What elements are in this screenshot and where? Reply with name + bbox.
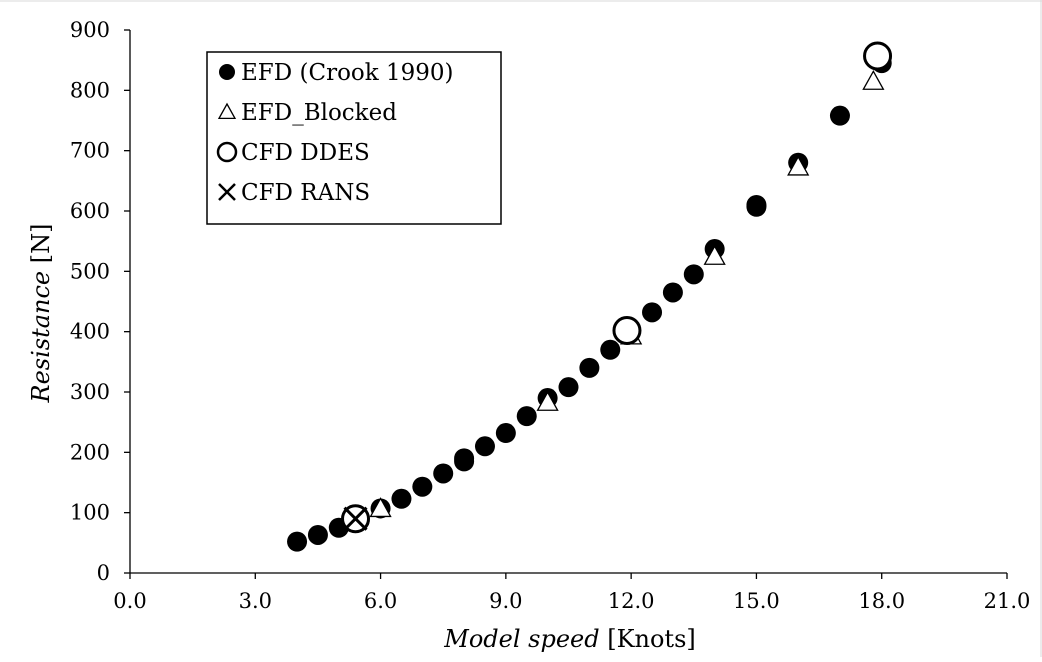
filled-circle-point xyxy=(433,463,454,484)
y-tick-label: 100 xyxy=(70,501,110,525)
y-tick-label: 300 xyxy=(70,380,110,404)
filled-circle-point xyxy=(662,282,683,303)
y-tick-label: 800 xyxy=(70,78,110,102)
x-cross-point xyxy=(343,506,368,531)
filled-circle-point xyxy=(600,339,621,360)
legend-label-3: CFD RANS xyxy=(241,180,370,206)
y-axis-title-main: Resistance xyxy=(27,271,55,404)
y-axis-title: Resistance [N] xyxy=(27,224,55,404)
open-triangle-point xyxy=(703,244,726,265)
y-tick-label: 500 xyxy=(70,259,110,283)
x-axis-title-main: Model speed xyxy=(443,625,599,653)
open-triangle-point xyxy=(536,390,559,411)
filled-circle-point xyxy=(829,105,850,126)
x-tick-label: 3.0 xyxy=(239,589,272,613)
open-circle-point xyxy=(863,41,893,71)
filled-circle-point xyxy=(746,194,767,215)
filled-circle-point xyxy=(412,476,433,497)
y-tick-label: 0 xyxy=(97,561,110,585)
series-1 xyxy=(369,69,885,518)
legend-box xyxy=(206,51,502,225)
legend-marker-0 xyxy=(219,64,235,80)
filled-circle-point xyxy=(454,448,475,469)
open-triangle-point xyxy=(787,155,810,176)
filled-circle-point xyxy=(391,488,412,509)
open-triangle-point xyxy=(862,69,885,90)
filled-circle-point xyxy=(474,436,495,457)
axes: 0 100 200 300 400 500 600 700 800 900 0.0 3.0 6.0 9.0… xyxy=(70,18,1030,613)
x-axis-title: Model speed [Knots] xyxy=(443,625,696,653)
x-axis-title-unit: [Knots] xyxy=(600,625,696,653)
x-tick-label: 21.0 xyxy=(984,589,1031,613)
x-tick-label: 6.0 xyxy=(364,589,397,613)
legend-marker-3 xyxy=(218,183,236,201)
legend-label-1: EFD_Blocked xyxy=(241,100,397,126)
filled-circle-point xyxy=(642,302,663,323)
filled-circle-point xyxy=(558,377,579,398)
filled-circle-point xyxy=(516,406,537,427)
filled-circle-point xyxy=(579,357,600,378)
y-tick-label: 900 xyxy=(70,18,110,42)
filled-circle-point xyxy=(683,264,704,285)
x-tick-label: 18.0 xyxy=(858,589,905,613)
series-3 xyxy=(343,506,368,531)
x-tick-label: 0.0 xyxy=(113,589,146,613)
filled-circle-point xyxy=(287,531,308,552)
filled-circle-point xyxy=(495,423,516,444)
legend: EFD (Crook 1990) EFD_Blocked CFD DDES CFD R… xyxy=(206,51,502,225)
y-axis-title-unit: [N] xyxy=(27,224,55,271)
legend-marker-2 xyxy=(216,141,238,163)
y-tick-label: 400 xyxy=(70,320,110,344)
x-tick-label: 12.0 xyxy=(608,589,655,613)
y-tick-label: 600 xyxy=(70,199,110,223)
open-triangle-point xyxy=(369,497,392,518)
data-marks xyxy=(287,41,893,552)
y-tick-label: 700 xyxy=(70,139,110,163)
x-tick-label: 9.0 xyxy=(489,589,522,613)
legend-label-2: CFD DDES xyxy=(241,140,370,166)
open-circle-point xyxy=(612,315,642,345)
filled-circle-point xyxy=(307,524,328,545)
x-tick-label: 15.0 xyxy=(733,589,780,613)
y-tick-label: 200 xyxy=(70,440,110,464)
legend-marker-1 xyxy=(217,102,237,120)
legend-label-0: EFD (Crook 1990) xyxy=(241,60,454,86)
